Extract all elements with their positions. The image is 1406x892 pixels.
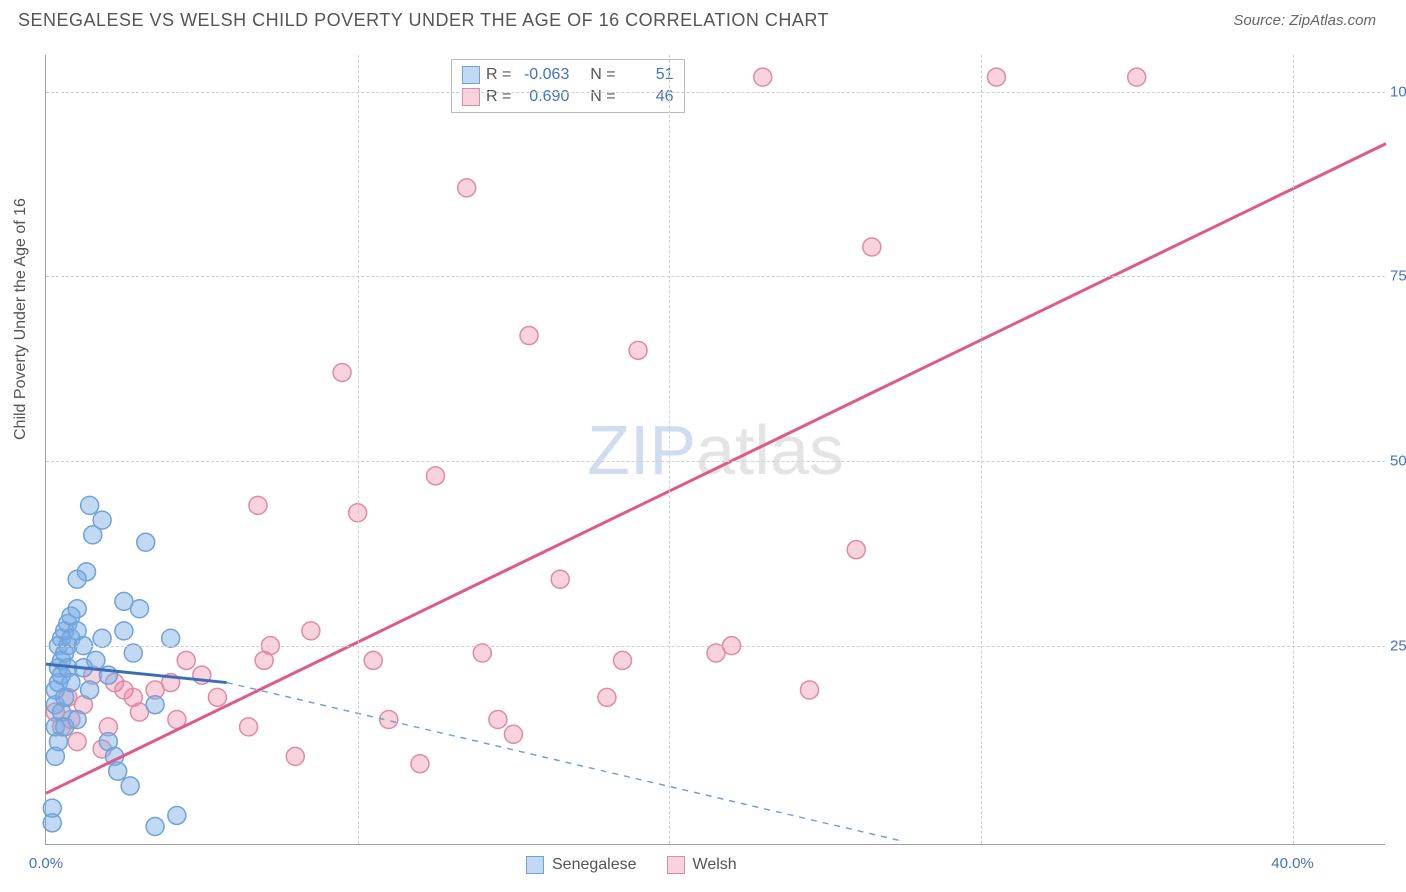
y-axis-label: Child Poverty Under the Age of 16 [12,198,30,440]
swatch-welsh [462,88,480,106]
y-tick-label: 100.0% [1390,83,1406,100]
legend-swatch-welsh [667,856,685,874]
legend-swatch-senegalese [526,856,544,874]
x-tick-label: 0.0% [29,855,63,872]
stats-row-welsh: R = 0.690 N = 46 [462,86,674,108]
y-tick-label: 75.0% [1390,268,1406,285]
stats-row-senegalese: R = -0.063 N = 51 [462,64,674,86]
source-attribution: Source: ZipAtlas.com [1233,12,1376,29]
chart-plot-area: ZIPatlas R = -0.063 N = 51 R = 0.690 N =… [45,55,1385,845]
scatter-plot-svg [46,55,1385,844]
swatch-senegalese [462,66,480,84]
y-tick-label: 50.0% [1390,453,1406,470]
x-tick-label: 40.0% [1271,855,1314,872]
y-tick-label: 25.0% [1390,637,1406,654]
legend-item-senegalese: Senegalese [526,856,637,874]
legend-item-welsh: Welsh [667,856,737,874]
legend: Senegalese Welsh [526,856,737,874]
stats-box: R = -0.063 N = 51 R = 0.690 N = 46 [451,59,685,113]
chart-title: SENEGALESE VS WELSH CHILD POVERTY UNDER … [18,10,829,31]
